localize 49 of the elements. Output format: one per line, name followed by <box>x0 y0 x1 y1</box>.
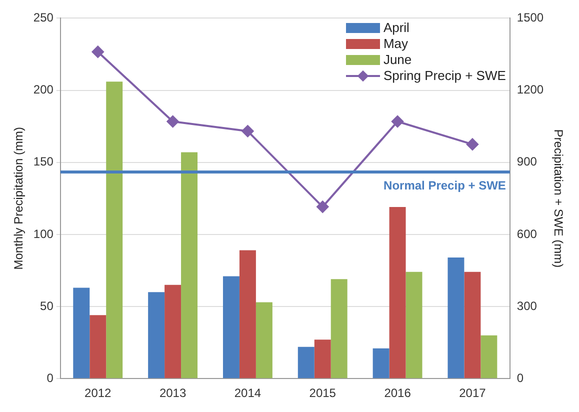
legend-label: June <box>383 52 412 68</box>
legend-label: Spring Precip + SWE <box>383 68 506 84</box>
y-tick-label: 0 <box>46 370 54 385</box>
bar <box>239 250 256 378</box>
point <box>242 125 254 138</box>
y2-tick-label: 0 <box>516 370 524 385</box>
y-tick-label: 50 <box>40 298 54 313</box>
y2-tick-label: 600 <box>516 226 538 241</box>
x-tick-label: 2016 <box>384 386 412 400</box>
y2-tick-label: 1200 <box>516 82 544 97</box>
y2-axis-title: Precipitation + SWE (mm) <box>551 129 566 268</box>
y-tick-label: 200 <box>33 82 54 97</box>
ref-line-label: Normal Precip + SWE <box>384 178 506 192</box>
bar <box>106 82 123 378</box>
bar <box>148 292 165 378</box>
bar <box>464 272 481 378</box>
bar <box>181 152 198 378</box>
bar <box>480 335 498 378</box>
x-tick-label: 2017 <box>459 386 486 400</box>
bar <box>73 288 90 378</box>
y-tick-label: 100 <box>33 226 54 241</box>
bar <box>256 302 272 378</box>
point <box>466 138 478 150</box>
point <box>166 116 179 128</box>
x-tick-label: 2012 <box>84 386 112 400</box>
y2-tick-label: 1500 <box>516 10 544 25</box>
y-tick-label: 250 <box>33 10 54 25</box>
bar <box>298 346 314 378</box>
x-tick-label: 2014 <box>234 386 262 400</box>
x-tick-label: 2013 <box>159 386 186 400</box>
x-tick-label: 2015 <box>309 386 336 400</box>
bar <box>406 272 422 378</box>
bar <box>448 258 464 378</box>
bar <box>164 284 182 378</box>
y2-tick-label: 300 <box>516 298 538 313</box>
bar <box>90 315 106 378</box>
bar <box>222 276 240 378</box>
y2-tick-label: 900 <box>516 154 538 169</box>
bar <box>314 340 331 378</box>
point <box>316 200 329 213</box>
point <box>92 46 104 58</box>
legend-label: May <box>383 36 408 52</box>
bar <box>330 279 348 378</box>
y-tick-label: 150 <box>33 154 54 169</box>
point <box>392 116 404 128</box>
bar <box>389 207 406 378</box>
legend-label: April <box>383 20 410 36</box>
y-axis-title: Monthly Precipitation (mm) <box>12 127 26 270</box>
bar <box>372 348 390 378</box>
